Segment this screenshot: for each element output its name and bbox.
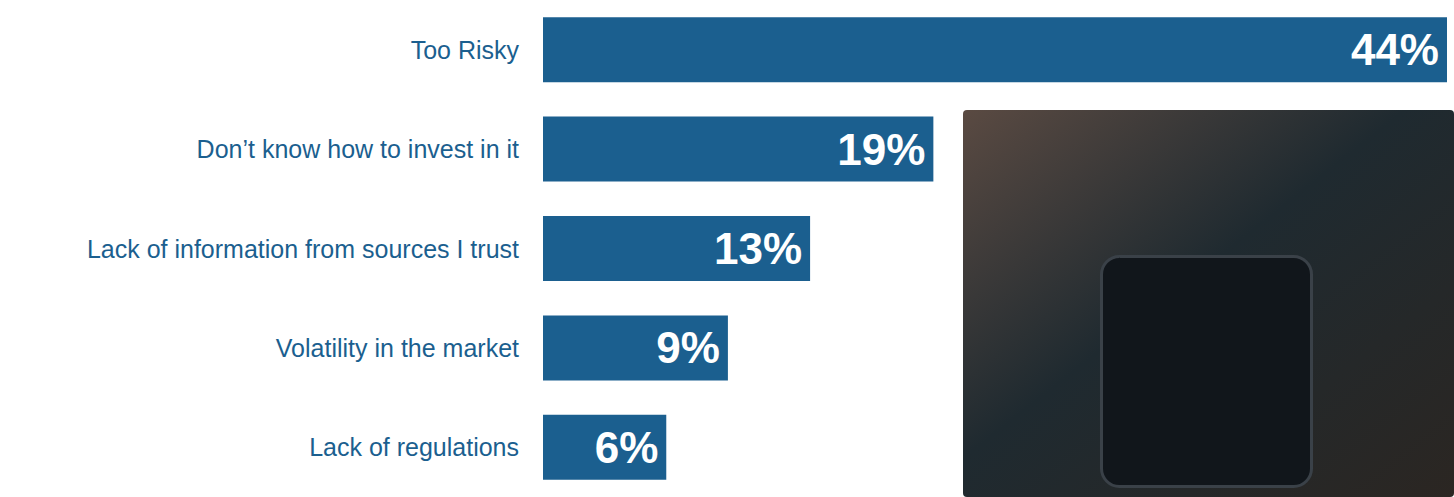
svg-text:13%: 13% xyxy=(714,224,802,273)
svg-text:Too Risky: Too Risky xyxy=(411,36,520,64)
svg-text:Lack of information from sourc: Lack of information from sources I trust xyxy=(87,235,519,263)
svg-text:6%: 6% xyxy=(595,423,659,472)
svg-text:9%: 9% xyxy=(656,323,720,372)
svg-text:44%: 44% xyxy=(1351,25,1439,74)
svg-text:Lack of regulations: Lack of regulations xyxy=(309,433,519,461)
svg-text:Don’t know how to invest in it: Don’t know how to invest in it xyxy=(197,135,519,163)
svg-text:19%: 19% xyxy=(837,125,925,174)
svg-text:Volatility in the market: Volatility in the market xyxy=(276,334,519,362)
